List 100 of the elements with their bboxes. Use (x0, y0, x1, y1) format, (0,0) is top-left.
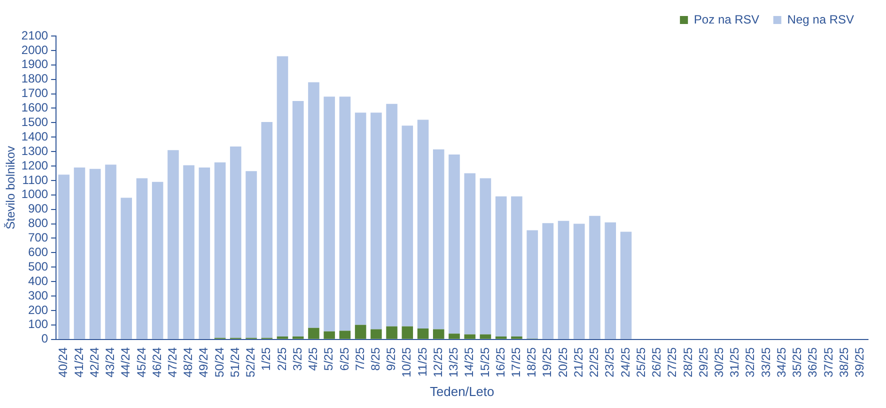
bar (292, 336, 304, 339)
x-tick-label: 17/25 (509, 347, 524, 378)
bar (589, 216, 600, 339)
bar (464, 334, 476, 339)
bar (276, 336, 288, 339)
x-tick-label: 38/25 (836, 347, 851, 378)
bar (464, 173, 476, 334)
x-tick-label: 16/25 (493, 347, 508, 378)
bar (324, 331, 335, 339)
x-axis-title: Teden/Leto (430, 384, 494, 399)
x-tick-label: 6/25 (337, 347, 352, 371)
y-tick-label: 700 (28, 230, 48, 245)
x-tick-label: 20/25 (556, 347, 570, 378)
x-tick-label: 25/25 (634, 347, 648, 378)
x-tick-label: 11/25 (415, 347, 430, 377)
legend-label: Neg na RSV (787, 12, 854, 26)
x-tick-label: 46/24 (150, 347, 164, 378)
x-tick-label: 52/24 (244, 347, 258, 378)
y-tick-label: 0 (41, 332, 48, 346)
bar (308, 82, 320, 328)
bar (246, 171, 257, 338)
x-tick-label: 31/25 (728, 347, 742, 378)
y-tick-label: 1900 (21, 57, 48, 72)
bar (511, 336, 522, 339)
bar (448, 334, 460, 339)
x-tick-label: 14/25 (462, 347, 476, 378)
x-tick-label: 13/25 (446, 347, 461, 378)
x-tick-label: 49/24 (196, 347, 211, 378)
x-tick-label: 28/25 (680, 347, 695, 378)
bar (433, 149, 444, 330)
bar (574, 224, 585, 339)
y-tick-label: 2000 (21, 42, 48, 57)
y-tick-label: 1600 (21, 100, 48, 115)
x-tick-label: 39/25 (852, 347, 867, 378)
x-tick-label: 19/25 (540, 347, 554, 378)
x-tick-label: 21/25 (571, 347, 586, 378)
x-tick-label: 3/25 (290, 347, 304, 371)
x-tick-label: 33/25 (758, 347, 773, 378)
y-tick-label: 1200 (21, 158, 48, 172)
y-tick-label: 1700 (21, 86, 48, 100)
x-tick-label: 1/25 (259, 347, 274, 371)
bar (136, 178, 148, 339)
x-tick-label: 26/25 (650, 347, 664, 378)
bar (58, 174, 70, 339)
y-axis-title: Število bolnikov (4, 146, 18, 230)
x-tick-label: 42/24 (87, 347, 102, 378)
x-tick-label: 27/25 (665, 347, 680, 378)
y-tick-label: 200 (28, 302, 48, 317)
x-tick-label: 12/25 (430, 347, 445, 378)
bar (604, 222, 616, 339)
bar (402, 326, 414, 339)
bar (168, 150, 179, 339)
y-tick-label: 300 (28, 288, 48, 302)
bar (324, 96, 335, 332)
x-tick-label: 50/24 (212, 347, 226, 378)
bar (339, 330, 351, 339)
x-tick-label: 44/24 (118, 347, 133, 378)
bar (620, 232, 632, 339)
y-tick-label: 1400 (21, 129, 48, 144)
bar (292, 101, 304, 336)
x-tick-label: 24/25 (618, 347, 632, 378)
bar (152, 182, 164, 339)
bar (354, 112, 366, 325)
y-tick-label: 100 (28, 317, 48, 332)
bar (354, 324, 366, 339)
x-tick-label: 47/24 (166, 347, 180, 378)
x-tick-label: 45/24 (134, 347, 148, 378)
x-tick-label: 18/25 (524, 347, 539, 378)
x-tick-label: 34/25 (774, 347, 788, 378)
bar (214, 162, 226, 338)
bar (511, 196, 522, 336)
bar (74, 167, 86, 339)
bar (542, 223, 554, 339)
x-tick-label: 29/25 (696, 347, 710, 378)
x-tick-label: 2/25 (274, 347, 289, 371)
x-tick-label: 22/25 (587, 347, 602, 378)
x-tick-label: 23/25 (602, 347, 617, 378)
bar (386, 104, 398, 326)
bar (308, 328, 320, 339)
bar (386, 326, 398, 339)
bar (417, 120, 429, 329)
x-tick-label: 4/25 (306, 347, 320, 371)
bar (495, 336, 507, 339)
x-tick-label: 40/24 (56, 347, 70, 378)
bar (495, 196, 507, 336)
y-tick-label: 600 (28, 245, 48, 260)
y-tick-label: 1500 (21, 114, 48, 129)
bar (526, 230, 538, 339)
x-tick-label: 30/25 (712, 347, 726, 378)
bar (105, 164, 116, 339)
bar (276, 56, 288, 336)
y-tick-label: 1000 (21, 187, 48, 202)
x-tick-label: 7/25 (352, 347, 367, 371)
y-tick-label: 400 (28, 274, 48, 288)
x-tick-label: 9/25 (384, 347, 398, 371)
x-tick-label: 41/24 (72, 347, 86, 378)
bar (448, 154, 460, 334)
y-tick-label: 1300 (21, 144, 48, 158)
bar (90, 168, 101, 339)
bar (198, 167, 210, 339)
